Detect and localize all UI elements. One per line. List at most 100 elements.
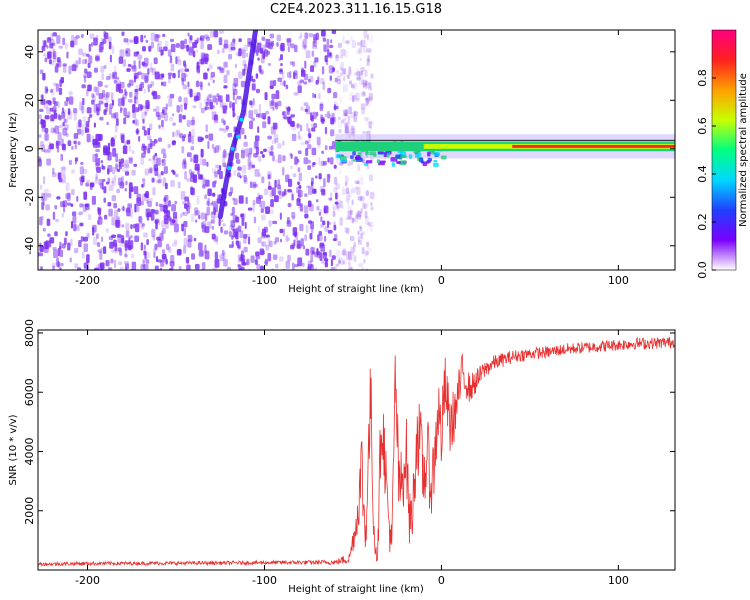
spectrogram-cell <box>187 46 191 56</box>
spectrogram-cell <box>236 52 239 57</box>
spectrogram-cell <box>272 107 275 111</box>
spectrogram-cell <box>356 49 361 55</box>
spectrogram-cell <box>356 180 360 185</box>
spectrogram-cell <box>145 199 149 204</box>
spectrogram-cell <box>297 150 302 155</box>
spectrogram-cell <box>209 30 214 38</box>
spectrogram-cell <box>62 200 68 208</box>
spectrogram-cell <box>238 38 242 43</box>
carrier-peak <box>512 144 675 148</box>
spectrogram-cell <box>243 174 247 183</box>
spectrogram-cell <box>267 171 272 180</box>
spectrogram-cell <box>265 41 270 48</box>
spectrogram-cell <box>333 266 337 270</box>
spectrogram-cell <box>326 110 331 119</box>
spectrogram-cell <box>151 91 156 96</box>
spectrogram-cell <box>352 94 357 101</box>
spectrogram-cell <box>349 266 354 270</box>
spectrogram-cell <box>356 71 361 80</box>
spectrogram-cell <box>201 262 206 270</box>
spectrogram-cell <box>304 193 308 198</box>
spectrogram-cell <box>164 182 168 190</box>
spectrogram-cell <box>147 67 150 75</box>
spectrogram-cell <box>140 242 144 251</box>
spectrogram-cell <box>249 100 253 106</box>
spectrogram-cell <box>106 168 110 175</box>
spectrogram-cell <box>299 79 305 83</box>
spectrogram-cell <box>108 107 112 115</box>
spectrogram-cell <box>309 112 313 121</box>
spectrogram-cell <box>101 41 105 50</box>
spectrogram-cell <box>211 111 217 121</box>
spectrogram-cell <box>141 61 145 66</box>
spectrogram-cell <box>95 34 99 43</box>
spectrogram-cell <box>310 255 314 263</box>
spectrogram-cell <box>352 217 356 223</box>
spectrogram-cell <box>320 216 323 223</box>
spectrogram-cell <box>338 97 343 104</box>
spectrogram-cell <box>313 39 316 46</box>
spectrogram-cell <box>326 220 330 228</box>
spectrogram-cell <box>96 166 101 173</box>
spectrogram-cell <box>170 180 175 188</box>
snr-x-axis-label: Height of straight line (km) <box>288 584 424 595</box>
spectrogram-cell <box>293 92 299 96</box>
spectrogram-cell <box>186 264 191 270</box>
spectrogram-cell <box>298 185 302 189</box>
spectrogram-cell <box>280 62 283 67</box>
spectrogram-cell <box>178 68 184 73</box>
spectrogram-cell <box>333 176 338 185</box>
spectrogram-cell <box>103 31 107 38</box>
spectrogram-cell <box>63 237 67 245</box>
spectrogram-cell <box>92 227 95 236</box>
spectrogram-cell <box>70 238 73 247</box>
colorbar: 0.00.20.40.60.8 Normalized spectral ampl… <box>696 29 749 279</box>
spectrogram-cell <box>322 81 325 91</box>
spectrogram-cell <box>337 240 342 247</box>
spectrogram-cell <box>79 101 84 111</box>
spectrogram-cell <box>273 134 279 140</box>
spectrogram-cell <box>153 57 158 65</box>
spectrogram-cell <box>94 267 100 270</box>
spectrogram-cell <box>258 225 261 234</box>
spectrogram-cell <box>365 190 369 196</box>
spectrogram-cell <box>202 158 207 166</box>
spectrogram-cell <box>180 191 186 200</box>
spectrogram-cell <box>138 60 141 69</box>
spectrogram-cell <box>71 145 74 150</box>
trace-highlight <box>239 117 244 122</box>
snr-y-axis-label: SNR (10 * v/v) <box>8 414 19 485</box>
spectrogram-cell <box>290 114 295 118</box>
spectrogram-cell <box>184 196 190 202</box>
spectrogram-cell <box>351 187 356 194</box>
spectrogram-cell <box>219 66 224 72</box>
spectrogram-cell <box>264 260 268 265</box>
spectrogram-cell <box>171 141 176 146</box>
spectrogram-cell <box>360 39 366 48</box>
spectrogram-cell <box>64 118 68 124</box>
spectrogram-cell <box>128 190 132 199</box>
spectrogram-cell <box>304 108 309 112</box>
spectrogram-cell <box>169 261 175 267</box>
spectrogram-cell <box>100 159 103 164</box>
spectrogram-cell <box>277 100 282 107</box>
spectrogram-cell <box>243 246 248 253</box>
spectrogram-cell <box>346 192 351 200</box>
spectrogram-cell <box>312 161 316 166</box>
spectrogram-cell <box>144 72 149 82</box>
spectrogram-cell <box>213 147 217 154</box>
spectrogram-cell <box>141 72 145 80</box>
carrier-speck <box>396 161 401 164</box>
spectrogram-cell <box>54 65 59 73</box>
spectrogram-cell <box>134 97 139 104</box>
spectrogram-cell <box>365 97 369 106</box>
spectrogram-cell <box>307 165 312 170</box>
spectrogram-cell <box>170 266 174 270</box>
spectrogram-cell <box>127 203 132 209</box>
spectrogram-cell <box>142 46 146 52</box>
spectrogram-cell <box>290 43 295 49</box>
spectrogram-cell <box>360 231 366 236</box>
spectrogram-cell <box>258 203 262 208</box>
spectrogram-cell <box>258 172 261 178</box>
spectrogram-cell <box>293 71 296 79</box>
